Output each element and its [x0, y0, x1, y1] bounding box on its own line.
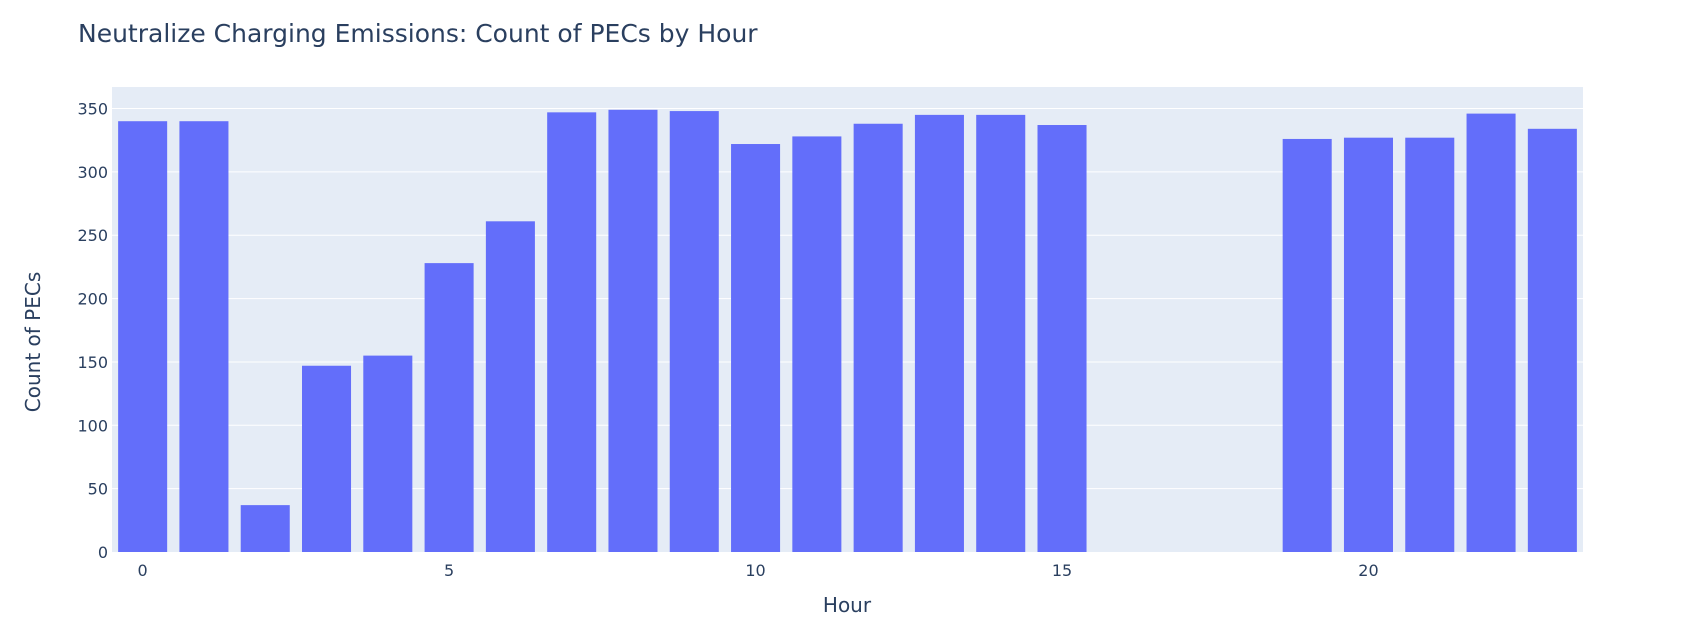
y-tick-label: 300: [77, 163, 108, 182]
x-tick-label: 10: [745, 561, 765, 580]
bar-hour-21: [1405, 137, 1455, 552]
y-tick-label: 50: [88, 480, 108, 499]
bar-hour-1: [179, 121, 229, 552]
bar-hour-7: [547, 112, 597, 552]
x-axis-title: Hour: [823, 593, 872, 617]
y-tick-label: 200: [77, 290, 108, 309]
x-axis-ticks: 0 5 10 15 20: [138, 561, 1379, 580]
x-tick-label: 0: [138, 561, 148, 580]
plot-area: [112, 87, 1583, 552]
bar-hour-11: [792, 136, 842, 552]
x-tick-label: 15: [1052, 561, 1072, 580]
bar-hour-8: [608, 109, 658, 552]
bar-hour-23: [1527, 128, 1577, 552]
y-tick-label: 100: [77, 416, 108, 435]
bar-hour-2: [240, 505, 290, 552]
bar-hour-12: [853, 123, 903, 552]
bar-hour-3: [302, 365, 352, 552]
y-tick-label: 250: [77, 226, 108, 245]
bar-hour-10: [731, 144, 781, 552]
bar-hour-15: [1037, 125, 1087, 553]
bar-hour-22: [1466, 113, 1516, 552]
x-tick-label: 5: [444, 561, 454, 580]
y-tick-label: 350: [77, 100, 108, 119]
y-axis-title: Count of PECs: [21, 272, 45, 412]
bar-hour-13: [914, 114, 964, 552]
y-axis-ticks: 0 50 100 150 200 250 300 350: [77, 100, 108, 562]
gridlines: [112, 108, 1583, 490]
bar-hour-0: [118, 121, 168, 552]
bar-hour-19: [1282, 138, 1332, 552]
bar-hour-9: [669, 111, 719, 552]
bars: [118, 109, 1577, 553]
y-tick-label: 0: [98, 543, 108, 562]
bar-hour-20: [1343, 137, 1393, 552]
x-tick-label: 20: [1358, 561, 1378, 580]
bar-hour-5: [424, 263, 474, 552]
chart-title: Neutralize Charging Emissions: Count of …: [78, 19, 758, 48]
bar-hour-4: [363, 355, 413, 552]
y-tick-label: 150: [77, 353, 108, 372]
bar-hour-6: [485, 221, 535, 552]
bar-hour-14: [976, 114, 1026, 552]
